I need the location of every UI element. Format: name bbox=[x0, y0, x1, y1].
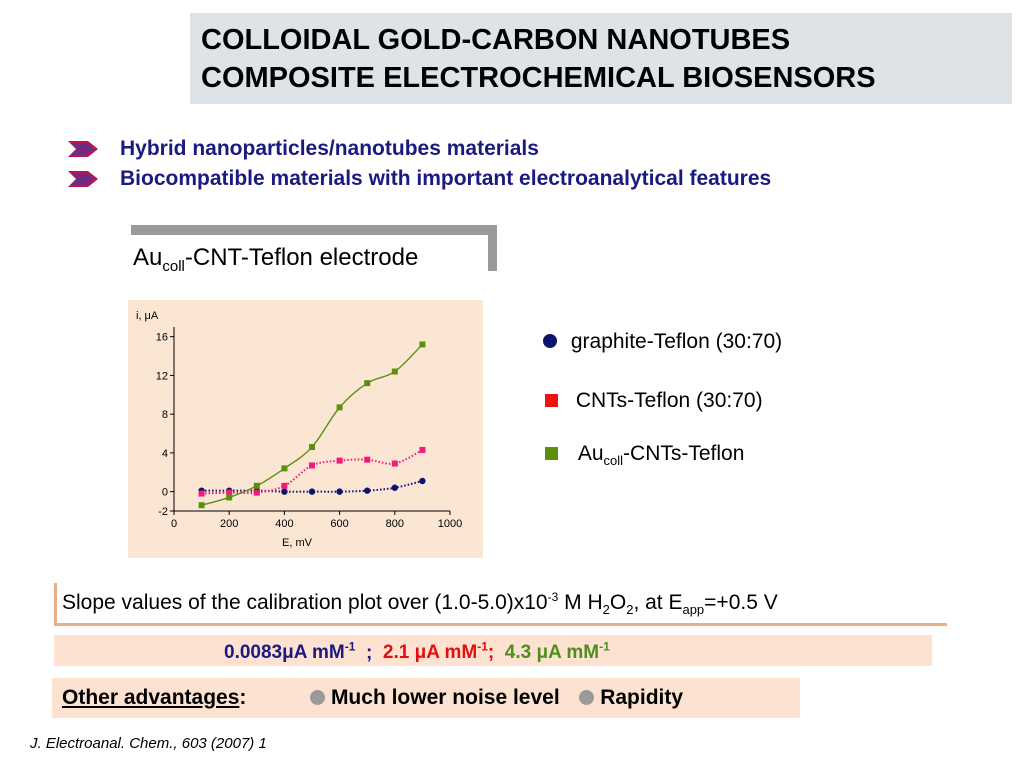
legend-au: Aucoll-CNTs-Teflon bbox=[545, 442, 744, 468]
series-line-graphite bbox=[201, 480, 423, 493]
arrow-bullet-icon bbox=[68, 141, 98, 157]
data-point-cnts bbox=[364, 456, 371, 463]
chart-series bbox=[198, 341, 426, 509]
cnts-slope: 2.1 μA mM-1; bbox=[382, 640, 505, 664]
data-point-au bbox=[198, 502, 205, 509]
navy-circle-icon bbox=[543, 334, 557, 348]
data-point-cnts bbox=[198, 490, 205, 497]
data-point-au bbox=[419, 341, 426, 348]
x-tick-label: 800 bbox=[386, 518, 404, 530]
arrow-bullet-icon bbox=[68, 171, 98, 187]
x-tick-label: 600 bbox=[330, 518, 348, 530]
slope-values-box bbox=[54, 635, 932, 666]
bullet-text-2: Biocompatible materials with important e… bbox=[120, 167, 772, 190]
data-point-au bbox=[253, 482, 260, 489]
series-line-au bbox=[201, 343, 423, 506]
advantages-row: Other advantages: Much lower noise level… bbox=[62, 686, 684, 709]
data-point-cnts bbox=[309, 462, 315, 469]
data-point-cnts bbox=[419, 446, 426, 453]
data-point-graphite bbox=[419, 477, 426, 485]
data-point-au bbox=[281, 465, 288, 472]
data-point-graphite bbox=[308, 488, 316, 495]
slide-title-line2: COMPOSITE ELECTROCHEMICAL BIOSENSORS bbox=[201, 62, 876, 94]
data-point-cnts bbox=[391, 460, 398, 467]
data-point-au bbox=[336, 404, 343, 411]
advantage-rapidity: Rapidity bbox=[600, 686, 684, 709]
au-slope: 4.3 μA mM-1 bbox=[504, 640, 610, 664]
series-line-cnts bbox=[201, 449, 423, 495]
data-point-cnts bbox=[281, 482, 288, 489]
x-tick-label: 0 bbox=[171, 518, 177, 530]
electrode-label: Aucoll-CNT-Teflon electrode bbox=[133, 244, 419, 275]
bullet-text-1: Hybrid nanoparticles/nanotubes materials bbox=[120, 137, 539, 160]
data-point-graphite bbox=[391, 484, 398, 491]
y-tick-label: 8 bbox=[162, 409, 168, 421]
x-tick-label: 1000 bbox=[438, 518, 462, 530]
y-tick-label: 16 bbox=[156, 332, 168, 344]
legend-graphite: graphite-Teflon (30:70) bbox=[543, 330, 782, 354]
advantage-noise: Much lower noise level bbox=[330, 686, 560, 709]
slope-values: 0.0083μA mM-1 ; 2.1 μA mM-1; 4.3 μA mM-1 bbox=[224, 640, 610, 664]
graphite-slope: 0.0083μA mM-1 bbox=[224, 640, 356, 664]
y-tick-label: 12 bbox=[156, 370, 168, 382]
y-tick-label: 0 bbox=[162, 487, 168, 499]
electrode-label-box bbox=[122, 235, 488, 279]
x-tick-label: 200 bbox=[220, 518, 238, 530]
data-point-graphite bbox=[364, 487, 371, 494]
data-point-graphite bbox=[281, 488, 288, 495]
data-point-au bbox=[226, 494, 233, 501]
slope-description: Slope values of the calibration plot ove… bbox=[62, 590, 778, 618]
gray-dot-icon bbox=[579, 690, 595, 705]
data-point-au bbox=[309, 444, 315, 451]
y-tick-label: 4 bbox=[162, 448, 168, 460]
y-tick-label: -2 bbox=[158, 506, 168, 518]
data-point-au bbox=[364, 380, 371, 387]
red-square-icon bbox=[545, 394, 558, 407]
gray-dot-icon bbox=[310, 690, 326, 705]
data-point-cnts bbox=[336, 457, 343, 464]
x-axis-label: E, mV bbox=[282, 537, 313, 549]
data-point-graphite bbox=[336, 488, 343, 495]
data-point-au bbox=[391, 368, 398, 375]
advantages-box bbox=[52, 678, 800, 718]
advantages-label: Other advantages bbox=[62, 686, 240, 709]
data-point-cnts bbox=[226, 489, 233, 496]
slide-title-line1: COLLOIDAL GOLD-CARBON NANOTUBES bbox=[201, 24, 791, 56]
data-point-cnts bbox=[253, 489, 260, 496]
citation: J. Electroanal. Chem., 603 (2007) 1 bbox=[30, 735, 267, 752]
green-square-icon bbox=[545, 447, 558, 460]
x-tick-label: 400 bbox=[275, 518, 293, 530]
legend-cnts: CNTs-Teflon (30:70) bbox=[545, 389, 763, 413]
y-axis-label: i, μA bbox=[136, 310, 159, 322]
title-box: COLLOIDAL GOLD-CARBON NANOTUBES COMPOSIT… bbox=[190, 13, 1012, 104]
slope-box bbox=[54, 583, 947, 626]
